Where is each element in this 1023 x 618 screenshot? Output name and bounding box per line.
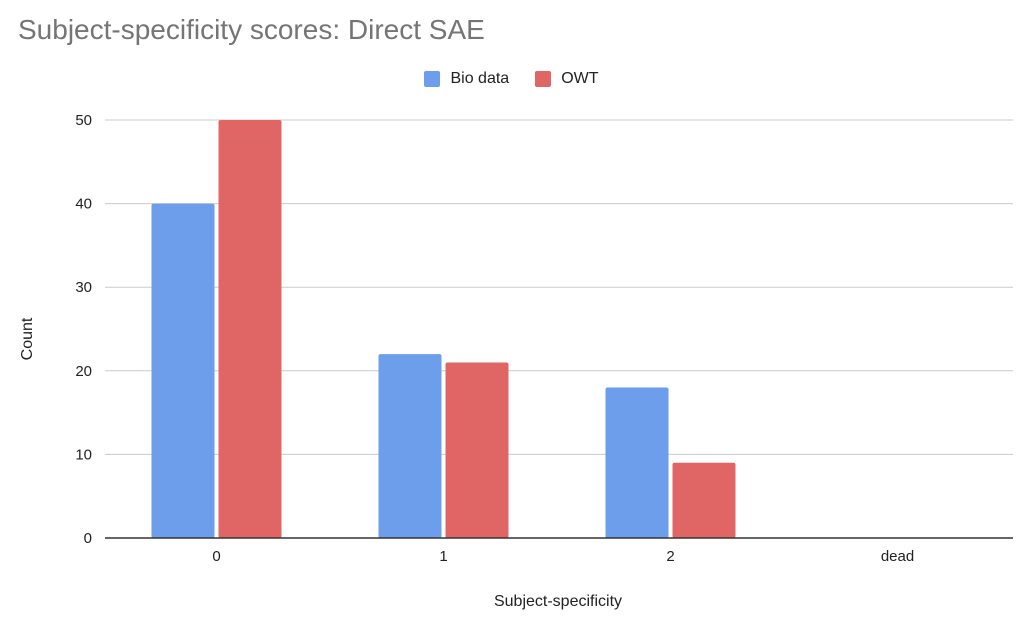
bar-bio-data-1	[378, 354, 442, 538]
y-tick-label: 0	[84, 530, 92, 547]
x-tick-label: dead	[881, 548, 914, 565]
y-tick-label: 50	[75, 112, 92, 129]
x-tick-label: 1	[439, 548, 447, 565]
chart-title: Subject-specificity scores: Direct SAE	[18, 14, 485, 45]
bar-owt-1	[445, 362, 509, 538]
legend: Bio data OWT	[0, 70, 1023, 88]
legend-item-bio-data: Bio data	[424, 70, 509, 88]
legend-swatch-bio-data	[424, 71, 441, 87]
y-tick-label: 30	[75, 279, 92, 296]
bar-owt-0	[218, 120, 282, 538]
x-axis-label: Subject-specificity	[494, 593, 622, 610]
x-tick-label: 2	[666, 548, 674, 565]
y-axis-label: Count	[19, 317, 36, 360]
legend-label-owt: OWT	[561, 70, 599, 87]
legend-item-owt: OWT	[535, 70, 599, 88]
bar-bio-data-2	[605, 387, 669, 538]
y-tick-label: 10	[75, 446, 92, 463]
legend-swatch-owt	[535, 71, 552, 87]
y-tick-label: 40	[75, 196, 92, 213]
y-tick-label: 20	[75, 363, 92, 380]
x-tick-labels: 0 1 2 dead	[212, 548, 914, 565]
bar-owt-2	[672, 462, 736, 538]
legend-label-bio-data: Bio data	[450, 70, 510, 87]
y-tick-labels: 0 10 20 30 40 50	[75, 112, 92, 547]
bars	[151, 120, 736, 538]
bar-bio-data-0	[151, 203, 215, 538]
x-tick-label: 0	[212, 548, 220, 565]
